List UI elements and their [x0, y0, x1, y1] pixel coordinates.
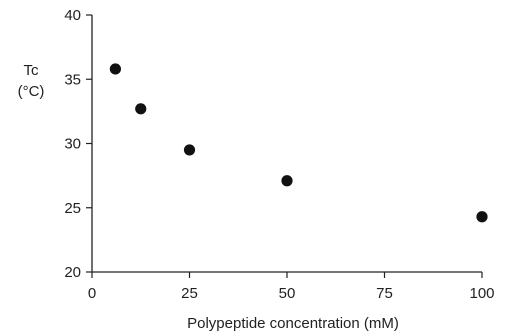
axes [91, 15, 482, 273]
x-tick-label: 100 [469, 285, 494, 302]
y-tick-label: 40 [64, 7, 81, 24]
y-tick-label: 35 [64, 71, 81, 88]
data-point [109, 63, 121, 75]
y-tick-label: 30 [64, 136, 81, 153]
y-tick-label: 20 [64, 264, 81, 281]
x-tick-label: 75 [376, 285, 393, 302]
x-tick-label: 50 [279, 285, 296, 302]
y-tick-label: 25 [64, 200, 81, 217]
data-points [109, 63, 488, 223]
x-axis-label: Polypeptide concentration (mM) [187, 315, 399, 332]
data-point [135, 103, 147, 115]
y-axis-label-line-2: (°C) [18, 83, 45, 100]
data-point [281, 175, 293, 187]
x-axis-ticks: 0 25 50 75 100 [88, 272, 495, 302]
data-point [183, 144, 196, 156]
x-tick-label: 25 [181, 285, 198, 302]
y-axis-ticks: 20 25 30 35 40 [64, 7, 92, 281]
data-point [476, 211, 488, 223]
y-axis-label-line-1: Tc [24, 62, 40, 79]
x-tick-label: 0 [88, 285, 96, 302]
